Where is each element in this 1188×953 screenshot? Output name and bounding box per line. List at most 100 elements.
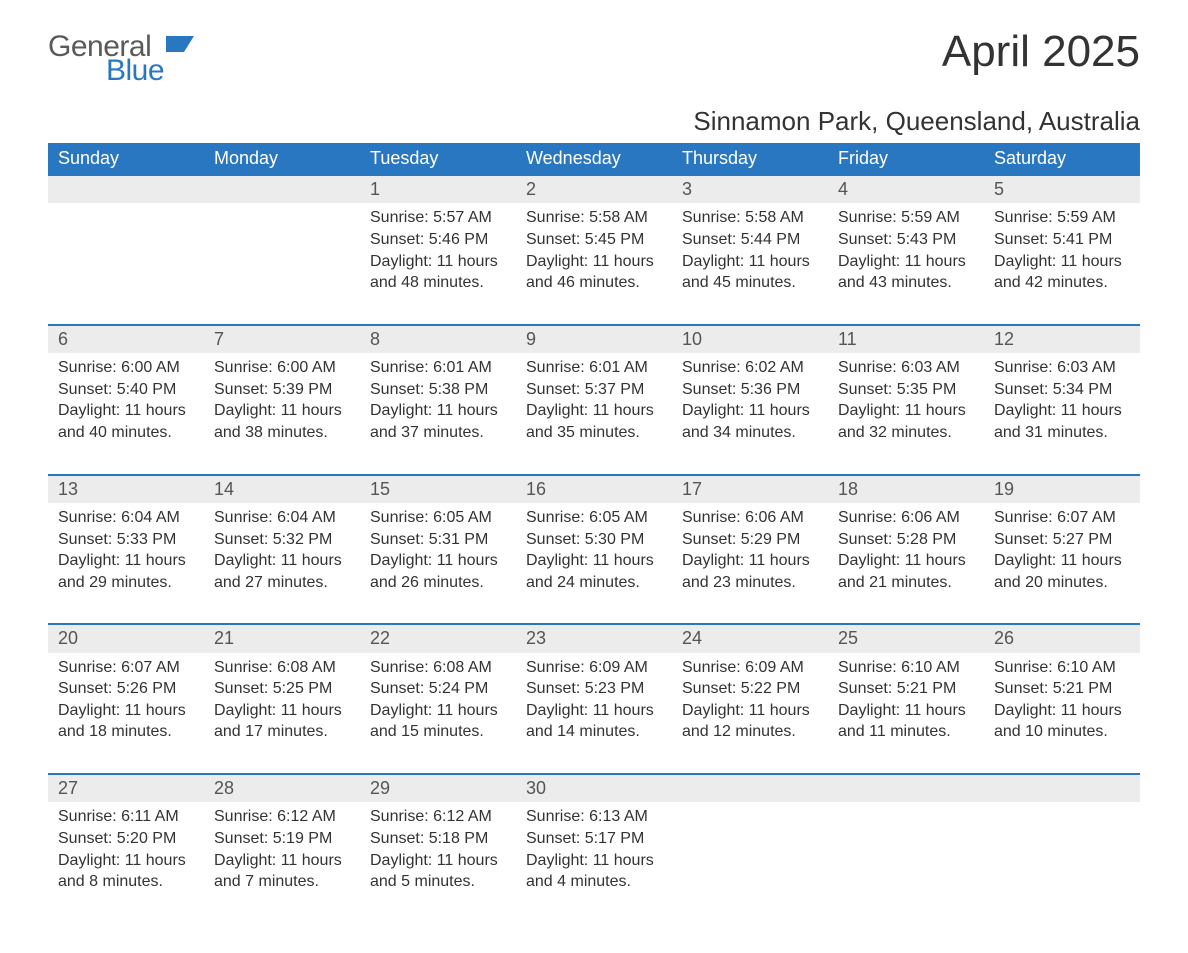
day-data-cell — [672, 802, 828, 922]
sunset-line: Sunset: 5:45 PM — [526, 229, 662, 251]
day-number-cell: 6 — [48, 325, 204, 353]
day-number-cell: 14 — [204, 475, 360, 503]
day-data — [984, 802, 1140, 912]
sunrise-line: Sunrise: 6:11 AM — [58, 806, 194, 828]
day-number — [672, 775, 828, 802]
sunset-line: Sunset: 5:41 PM — [994, 229, 1130, 251]
day-number-cell: 9 — [516, 325, 672, 353]
day-data: Sunrise: 6:05 AMSunset: 5:30 PMDaylight:… — [516, 503, 672, 623]
daylight-line: Daylight: 11 hours and 46 minutes. — [526, 251, 662, 294]
sunset-line: Sunset: 5:32 PM — [214, 529, 350, 551]
sunset-line: Sunset: 5:21 PM — [994, 678, 1130, 700]
day-data-cell: Sunrise: 6:04 AMSunset: 5:32 PMDaylight:… — [204, 503, 360, 624]
day-data-cell — [828, 802, 984, 922]
sunrise-line: Sunrise: 6:06 AM — [838, 507, 974, 529]
sunrise-line: Sunrise: 6:00 AM — [214, 357, 350, 379]
daylight-line: Daylight: 11 hours and 23 minutes. — [682, 550, 818, 593]
day-data: Sunrise: 6:00 AMSunset: 5:39 PMDaylight:… — [204, 353, 360, 473]
day-data: Sunrise: 5:59 AMSunset: 5:43 PMDaylight:… — [828, 203, 984, 323]
day-data-cell: Sunrise: 6:09 AMSunset: 5:23 PMDaylight:… — [516, 653, 672, 774]
day-number-cell — [672, 774, 828, 802]
day-number-cell: 19 — [984, 475, 1140, 503]
day-number: 29 — [360, 775, 516, 802]
sunrise-line: Sunrise: 6:12 AM — [370, 806, 506, 828]
title-block: April 2025 — [942, 30, 1140, 74]
day-number: 11 — [828, 326, 984, 353]
day-number-cell: 30 — [516, 774, 672, 802]
daylight-line: Daylight: 11 hours and 35 minutes. — [526, 400, 662, 443]
day-number: 25 — [828, 625, 984, 652]
day-number-cell: 10 — [672, 325, 828, 353]
sunrise-line: Sunrise: 6:09 AM — [682, 657, 818, 679]
day-data-cell: Sunrise: 5:57 AMSunset: 5:46 PMDaylight:… — [360, 203, 516, 324]
sunset-line: Sunset: 5:22 PM — [682, 678, 818, 700]
day-data-cell: Sunrise: 6:13 AMSunset: 5:17 PMDaylight:… — [516, 802, 672, 922]
day-data-cell: Sunrise: 6:05 AMSunset: 5:31 PMDaylight:… — [360, 503, 516, 624]
day-number: 21 — [204, 625, 360, 652]
day-data — [828, 802, 984, 912]
day-number: 23 — [516, 625, 672, 652]
day-data-cell: Sunrise: 5:58 AMSunset: 5:45 PMDaylight:… — [516, 203, 672, 324]
day-data: Sunrise: 5:59 AMSunset: 5:41 PMDaylight:… — [984, 203, 1140, 323]
day-number-cell: 4 — [828, 175, 984, 203]
day-data-cell: Sunrise: 6:02 AMSunset: 5:36 PMDaylight:… — [672, 353, 828, 474]
calendar-table: SundayMondayTuesdayWednesdayThursdayFrid… — [48, 143, 1140, 923]
day-number: 7 — [204, 326, 360, 353]
day-data-cell: Sunrise: 6:10 AMSunset: 5:21 PMDaylight:… — [828, 653, 984, 774]
sunset-line: Sunset: 5:46 PM — [370, 229, 506, 251]
day-data: Sunrise: 6:03 AMSunset: 5:34 PMDaylight:… — [984, 353, 1140, 473]
day-number-cell: 5 — [984, 175, 1140, 203]
daylight-line: Daylight: 11 hours and 14 minutes. — [526, 700, 662, 743]
day-data-cell: Sunrise: 6:07 AMSunset: 5:26 PMDaylight:… — [48, 653, 204, 774]
daylight-line: Daylight: 11 hours and 11 minutes. — [838, 700, 974, 743]
daylight-line: Daylight: 11 hours and 24 minutes. — [526, 550, 662, 593]
day-number: 4 — [828, 176, 984, 203]
sunset-line: Sunset: 5:35 PM — [838, 379, 974, 401]
daylight-line: Daylight: 11 hours and 31 minutes. — [994, 400, 1130, 443]
day-data — [672, 802, 828, 912]
day-number-cell: 21 — [204, 624, 360, 652]
daylight-line: Daylight: 11 hours and 43 minutes. — [838, 251, 974, 294]
day-data — [48, 203, 204, 313]
day-number — [828, 775, 984, 802]
day-number: 3 — [672, 176, 828, 203]
sunrise-line: Sunrise: 6:09 AM — [526, 657, 662, 679]
day-number: 9 — [516, 326, 672, 353]
day-number: 27 — [48, 775, 204, 802]
day-data-cell: Sunrise: 6:08 AMSunset: 5:25 PMDaylight:… — [204, 653, 360, 774]
day-number-cell: 20 — [48, 624, 204, 652]
day-number-cell — [828, 774, 984, 802]
sunset-line: Sunset: 5:39 PM — [214, 379, 350, 401]
weekday-header: Tuesday — [360, 143, 516, 175]
daylight-line: Daylight: 11 hours and 10 minutes. — [994, 700, 1130, 743]
day-data-cell: Sunrise: 6:00 AMSunset: 5:39 PMDaylight:… — [204, 353, 360, 474]
sunset-line: Sunset: 5:44 PM — [682, 229, 818, 251]
sunset-line: Sunset: 5:21 PM — [838, 678, 974, 700]
day-number: 19 — [984, 476, 1140, 503]
sunset-line: Sunset: 5:17 PM — [526, 828, 662, 850]
sunrise-line: Sunrise: 6:03 AM — [994, 357, 1130, 379]
week-daynum-row: 20212223242526 — [48, 624, 1140, 652]
sunset-line: Sunset: 5:26 PM — [58, 678, 194, 700]
day-number: 17 — [672, 476, 828, 503]
daylight-line: Daylight: 11 hours and 45 minutes. — [682, 251, 818, 294]
day-number-cell — [984, 774, 1140, 802]
sunset-line: Sunset: 5:27 PM — [994, 529, 1130, 551]
brand-word2: Blue — [106, 54, 164, 88]
day-number-cell: 17 — [672, 475, 828, 503]
day-data-cell: Sunrise: 6:11 AMSunset: 5:20 PMDaylight:… — [48, 802, 204, 922]
day-number-cell: 27 — [48, 774, 204, 802]
daylight-line: Daylight: 11 hours and 37 minutes. — [370, 400, 506, 443]
day-number: 18 — [828, 476, 984, 503]
day-number: 15 — [360, 476, 516, 503]
day-data: Sunrise: 5:57 AMSunset: 5:46 PMDaylight:… — [360, 203, 516, 323]
sunset-line: Sunset: 5:24 PM — [370, 678, 506, 700]
sunset-line: Sunset: 5:37 PM — [526, 379, 662, 401]
daylight-line: Daylight: 11 hours and 29 minutes. — [58, 550, 194, 593]
daylight-line: Daylight: 11 hours and 27 minutes. — [214, 550, 350, 593]
daylight-line: Daylight: 11 hours and 20 minutes. — [994, 550, 1130, 593]
day-number — [984, 775, 1140, 802]
day-data-cell: Sunrise: 5:59 AMSunset: 5:41 PMDaylight:… — [984, 203, 1140, 324]
sunrise-line: Sunrise: 6:10 AM — [838, 657, 974, 679]
day-data: Sunrise: 6:09 AMSunset: 5:23 PMDaylight:… — [516, 653, 672, 773]
